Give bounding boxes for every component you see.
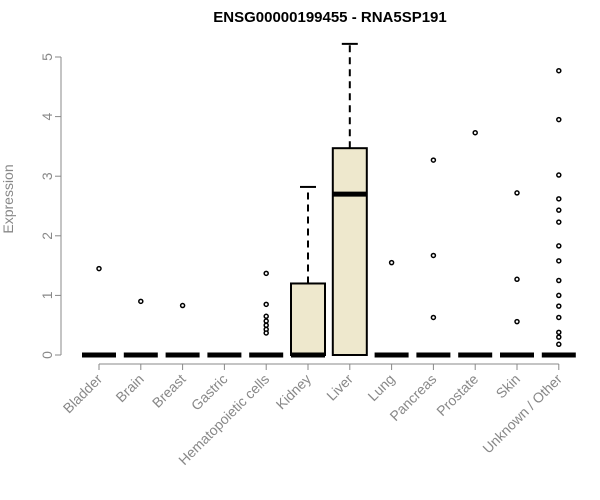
outlier-point — [556, 219, 562, 225]
box-prostate — [458, 129, 493, 358]
outlier-point — [263, 318, 269, 324]
y-axis-label: Expression — [0, 164, 16, 233]
box-iqr — [331, 147, 368, 356]
y-tick-label: 0 — [39, 351, 55, 359]
outlier-point — [138, 298, 144, 305]
outlier-point — [263, 330, 269, 336]
outlier-point — [556, 258, 562, 264]
y-tick-label: 2 — [39, 232, 55, 240]
x-tick-label: Skin — [493, 371, 524, 402]
box-skin — [500, 190, 534, 358]
outlier-point — [556, 314, 562, 321]
outlier-point — [514, 190, 520, 196]
box-pancreas — [416, 157, 451, 358]
x-tick-label: Breast — [149, 371, 189, 411]
outlier-point — [556, 172, 562, 178]
outlier-point — [556, 67, 562, 74]
outlier-point — [556, 243, 562, 249]
outlier-point — [556, 341, 562, 348]
x-tick-label: Liver — [323, 371, 356, 404]
outlier-point — [263, 313, 269, 320]
outlier-point — [556, 277, 562, 284]
x-tick-label: Prostate — [433, 371, 481, 419]
x-tick-label: Kidney — [273, 371, 315, 413]
x-tick-label: Bladder — [60, 371, 106, 417]
outlier-point — [263, 322, 269, 328]
y-tick-label: 4 — [39, 112, 55, 120]
outlier-point — [430, 314, 437, 321]
box-hematopoietic-cells — [249, 270, 284, 358]
outlier-point — [514, 276, 520, 283]
outlier-point — [263, 270, 269, 277]
outlier-point — [263, 301, 269, 308]
y-tick-label: 5 — [39, 53, 55, 61]
x-tick-label: Brain — [112, 371, 146, 405]
y-tick-label: 3 — [39, 172, 55, 180]
box-liver — [331, 42, 368, 356]
y-axis: 0 1 2 3 4 5 — [39, 53, 62, 359]
outlier-point — [514, 318, 520, 325]
box-bladder — [82, 265, 116, 358]
x-tick-label: Lung — [364, 371, 397, 404]
plot-area — [82, 42, 576, 358]
outlier-point — [430, 157, 437, 163]
outlier-point — [556, 207, 562, 213]
outlier-point — [430, 252, 437, 259]
chart-title: ENSG00000199455 - RNA5SP191 — [213, 9, 446, 26]
outlier-point — [556, 334, 562, 340]
box-iqr — [290, 282, 326, 357]
outlier-point — [556, 292, 562, 299]
outlier-point — [556, 329, 562, 336]
outlier-point — [556, 303, 562, 309]
box-brain — [123, 298, 158, 358]
box-kidney — [290, 185, 326, 358]
outlier-point — [96, 265, 102, 272]
outlier-point — [388, 259, 395, 266]
outlier-point — [179, 302, 186, 309]
box-breast — [165, 302, 200, 358]
box-unknown-other — [541, 67, 576, 358]
box-lung — [374, 259, 409, 358]
outlier-point — [556, 116, 562, 123]
outlier-point — [472, 129, 478, 136]
outlier-point — [556, 196, 562, 202]
x-tick-label: Unknown / Other — [479, 371, 565, 457]
y-tick-label: 1 — [39, 291, 55, 299]
